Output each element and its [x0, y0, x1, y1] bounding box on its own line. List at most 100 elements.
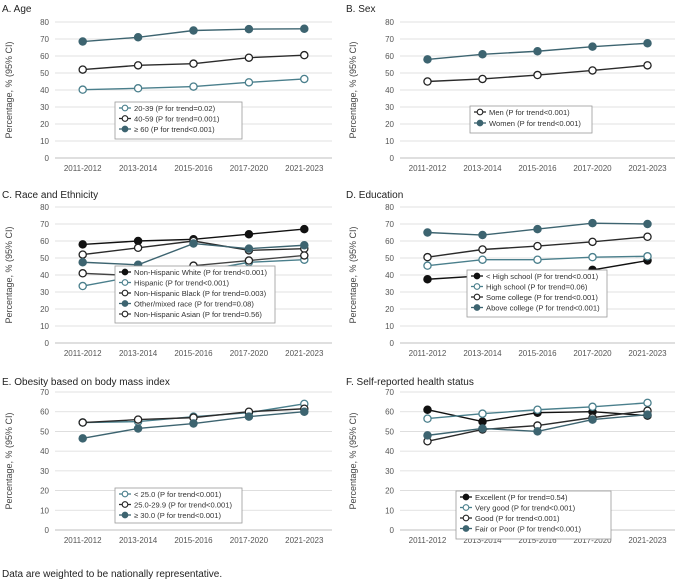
data-point — [643, 232, 652, 241]
y-tick-label: 20 — [40, 305, 49, 314]
y-tick-label: 80 — [40, 203, 49, 212]
y-tick-label: 10 — [385, 322, 394, 331]
legend-box — [469, 105, 593, 134]
data-point — [244, 229, 254, 239]
y-tick-label: 0 — [390, 339, 395, 348]
data-point — [423, 55, 432, 64]
data-point — [423, 261, 432, 270]
y-tick-label: 40 — [385, 86, 394, 95]
legend-marker — [121, 511, 129, 519]
legend-label: Some college (P for trend<0.001) — [486, 293, 598, 302]
data-point — [300, 74, 309, 84]
data-point — [78, 257, 87, 267]
legend-label: Men (P for trend<0.001) — [489, 108, 570, 117]
legend-box — [114, 265, 276, 324]
legend-marker — [121, 289, 129, 297]
x-tick-label: 2017-2020 — [230, 536, 269, 545]
x-tick-label: 2011-2012 — [409, 164, 447, 173]
y-tick-label: 50 — [40, 427, 49, 436]
y-tick-label: 40 — [40, 271, 49, 280]
legend-marker — [473, 304, 481, 311]
panel-title: D. Education — [346, 190, 403, 201]
data-point — [533, 241, 542, 251]
y-tick-label: 10 — [385, 506, 394, 515]
y-tick-label: 30 — [385, 467, 394, 476]
y-tick-label: 20 — [385, 120, 394, 129]
y-tick-label: 10 — [40, 322, 49, 331]
y-axis-label: Percentage, % (95% CI) — [4, 226, 14, 323]
y-tick-label: 50 — [385, 254, 394, 263]
legend-label: ≥ 30.0 (P for trend<0.001) — [134, 511, 221, 520]
data-point — [588, 402, 597, 412]
data-point — [189, 26, 198, 35]
y-tick-label: 0 — [390, 526, 395, 535]
x-tick-label: 2015-2016 — [174, 349, 213, 358]
data-point — [300, 50, 309, 60]
x-tick-label: 2021-2023 — [628, 349, 667, 358]
legend-label: Women (P for trend<0.001) — [489, 119, 581, 128]
y-tick-label: 10 — [40, 506, 49, 515]
data-point — [78, 85, 87, 94]
y-tick-label: 40 — [40, 447, 49, 456]
x-tick-label: 2013-2014 — [119, 536, 158, 545]
panel-title: B. Sex — [346, 4, 375, 15]
y-tick-label: 80 — [385, 18, 394, 27]
x-tick-label: 2017-2020 — [573, 536, 612, 545]
legend-marker — [121, 115, 129, 122]
x-tick-label: 2021-2023 — [285, 164, 324, 173]
y-tick-label: 50 — [385, 69, 394, 78]
legend-marker — [476, 119, 484, 127]
y-tick-label: 60 — [385, 408, 394, 417]
data-point — [423, 414, 432, 423]
y-axis-label: Percentage, % (95% CI) — [348, 41, 358, 138]
x-tick-label: 2015-2016 — [174, 536, 213, 545]
y-axis-label: Percentage, % (95% CI) — [348, 412, 358, 509]
x-tick-label: 2015-2016 — [518, 349, 557, 358]
legend-box — [466, 269, 608, 318]
y-tick-label: 80 — [40, 18, 49, 27]
y-tick-label: 60 — [385, 237, 394, 246]
y-tick-label: 70 — [40, 388, 49, 397]
data-point — [533, 405, 542, 414]
x-tick-label: 2011-2012 — [64, 349, 102, 358]
data-point — [300, 240, 309, 250]
data-point — [588, 218, 597, 228]
chart-panel-1: A. Age 0 10 20 30 40 50 60 70 80 2011-2012 2013-201… — [2, 4, 332, 173]
data-point — [478, 50, 487, 59]
data-point — [533, 46, 542, 56]
x-tick-label: 2013-2014 — [463, 536, 502, 545]
data-point — [244, 256, 254, 265]
data-point — [478, 417, 487, 426]
y-tick-label: 30 — [385, 288, 394, 297]
data-point — [478, 74, 487, 84]
data-point — [533, 427, 542, 436]
y-tick-label: 0 — [390, 154, 395, 163]
x-tick-label: 2011-2012 — [64, 164, 102, 173]
data-point — [300, 224, 309, 234]
data-point — [533, 224, 542, 234]
data-point — [423, 274, 432, 284]
data-point — [588, 42, 597, 51]
x-tick-label: 2011-2012 — [409, 536, 447, 545]
y-tick-label: 50 — [40, 254, 49, 263]
legend-label: 25.0-29.9 (P for trend<0.001) — [134, 501, 232, 510]
legend-marker — [121, 501, 129, 508]
legend-label: < High school (P for trend<0.001) — [486, 272, 599, 281]
panel-title: A. Age — [2, 4, 32, 15]
data-point — [300, 24, 309, 34]
chart-panel-3: C. Race and Ethnicity 0 10 20 30 40 50 60 70 80 20… — [2, 190, 332, 358]
y-tick-label: 20 — [385, 305, 394, 314]
legend-label: 20-39 (P for trend=0.02) — [134, 104, 216, 113]
y-tick-label: 10 — [385, 137, 394, 146]
data-point — [133, 243, 143, 253]
data-point — [189, 419, 198, 428]
y-tick-label: 40 — [385, 271, 394, 280]
data-point — [133, 415, 143, 424]
x-tick-label: 2011-2012 — [64, 536, 102, 545]
panel-title: F. Self-reported health status — [346, 377, 474, 388]
data-point — [78, 434, 87, 443]
y-axis-label: Percentage, % (95% CI) — [348, 226, 358, 323]
data-point — [133, 33, 143, 42]
data-point — [78, 65, 87, 74]
